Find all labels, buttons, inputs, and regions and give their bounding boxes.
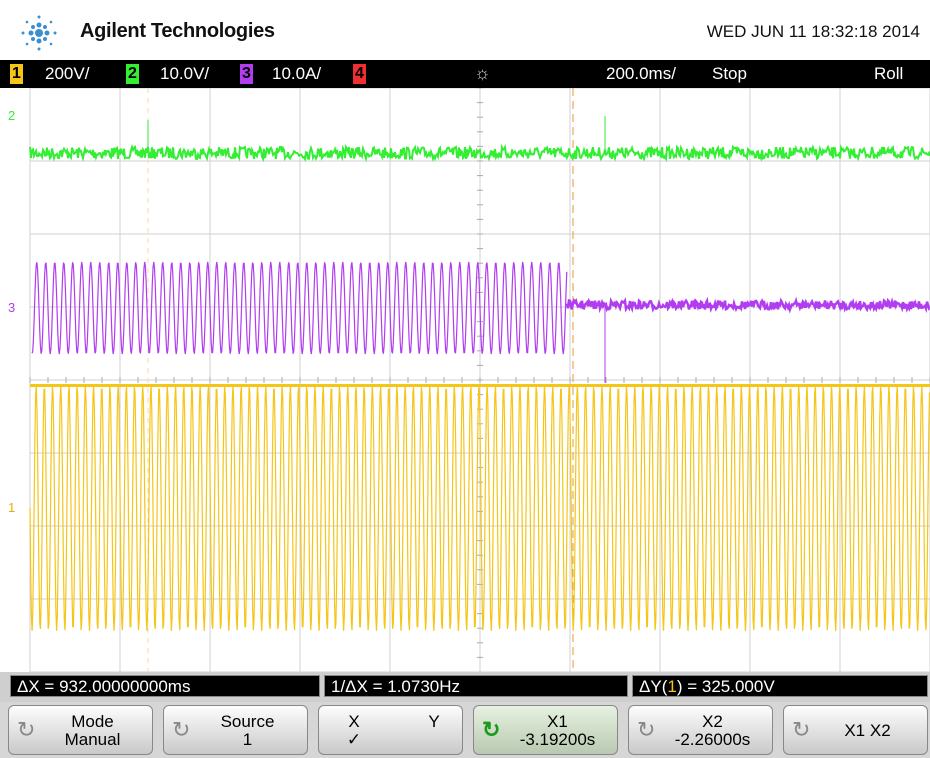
- brand: Agilent Technologies: [80, 20, 275, 42]
- trace-ch1-band: [30, 384, 930, 387]
- softkey[interactable]: X Y ✓: [318, 705, 463, 755]
- channel-number[interactable]: 1: [10, 64, 23, 84]
- softkey-value: -2.26000s: [674, 730, 751, 749]
- softkey-label: X1 X2: [844, 721, 891, 740]
- softkey-label: Mode: [71, 712, 114, 731]
- softkey-label: Source: [220, 712, 275, 731]
- channel-number[interactable]: 4: [353, 64, 366, 84]
- trace-ch1: [29, 385, 930, 631]
- acq-mode[interactable]: Roll: [874, 64, 904, 83]
- channel-marker: 2: [8, 108, 16, 123]
- trace-ch2: [29, 143, 930, 163]
- delta-y-source: 1: [667, 677, 677, 696]
- logo: [21, 15, 57, 51]
- channel-scale[interactable]: 10.0A/: [272, 64, 322, 83]
- softkey-value: 1: [242, 730, 253, 749]
- softkey-check: ✓: [346, 730, 362, 749]
- trace-ch3-flat: [565, 296, 930, 314]
- softkey[interactable]: ↻ X2 -2.26000s: [628, 705, 773, 755]
- timebase[interactable]: 200.0ms/: [606, 64, 676, 83]
- softkey-label: X2: [702, 712, 723, 731]
- trigger-icon: ☼: [474, 63, 491, 83]
- softkey[interactable]: ↻ X1 X2: [783, 705, 928, 755]
- softkey[interactable]: ↻ Source 1: [163, 705, 308, 755]
- channel-number[interactable]: 3: [240, 64, 253, 84]
- softkey-label: X1: [547, 712, 568, 731]
- datetime: WED JUN 11 18:32:18 2014: [706, 22, 920, 41]
- softkey[interactable]: ↻ Mode Manual: [8, 705, 153, 755]
- softkey-value: Manual: [64, 730, 121, 749]
- inverse-delta-x: 1/ΔX = 1.0730Hz: [324, 675, 628, 697]
- softkey-value: -3.19200s: [519, 730, 596, 749]
- channel-marker: 3: [8, 300, 16, 315]
- trace-ch3: [31, 261, 568, 355]
- channel-number[interactable]: 2: [126, 64, 139, 84]
- delta-y: ΔY(1) = 325.000V: [632, 675, 928, 697]
- softkey-label: Y: [428, 712, 440, 731]
- channel-scale[interactable]: 200V/: [45, 64, 90, 83]
- delta-y-suffix: ) = 325.000V: [676, 677, 775, 696]
- channel-scale[interactable]: 10.0V/: [160, 64, 210, 83]
- measurement-bar: ΔX = 932.00000000ms 1/ΔX = 1.0730Hz ΔY(1…: [0, 672, 930, 702]
- softkey-label: X: [348, 712, 360, 731]
- status-bar: 1 200V/ 2 10.0V/ 3 10.0A/ 4 ☼ 200.0ms/ S…: [0, 60, 930, 88]
- delta-x: ΔX = 932.00000000ms: [10, 675, 320, 697]
- graticule: [29, 88, 930, 672]
- run-state[interactable]: Stop: [712, 64, 747, 83]
- softkey[interactable]: ↻ X1 -3.19200s: [473, 705, 618, 755]
- delta-y-prefix: ΔY(: [639, 677, 668, 696]
- softkey-bar: ↻ Mode Manual ↻ Source 1 X Y ✓ ↻ X1 -3.19200s ↻ X…: [0, 702, 930, 758]
- channel-marker: 1: [8, 500, 16, 515]
